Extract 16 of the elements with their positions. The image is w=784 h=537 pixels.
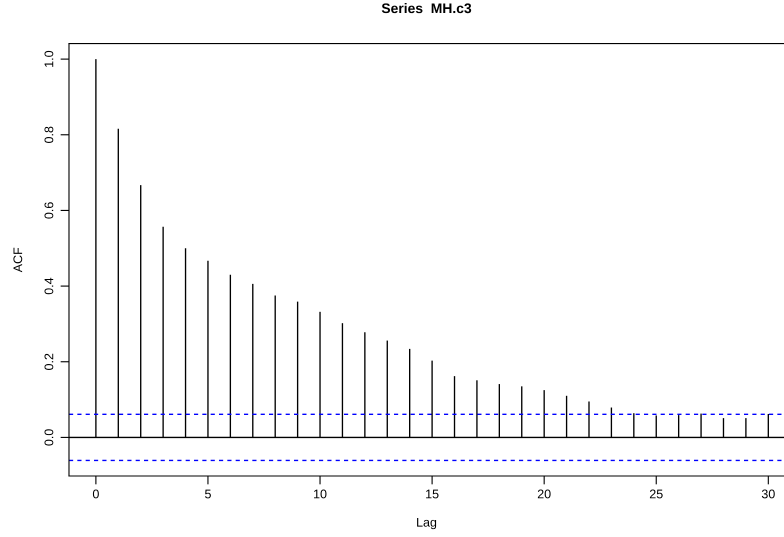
- x-tick-label: 30: [762, 490, 775, 498]
- x-axis-title: Lag: [417, 518, 436, 530]
- y-tick-label: 0.4: [44, 278, 54, 294]
- chart-title: Series MH.c3: [382, 2, 472, 14]
- x-tick-label: 20: [538, 490, 551, 498]
- x-tick-label: 5: [204, 490, 211, 498]
- x-tick-label: 25: [650, 490, 663, 498]
- y-tick-label: 0.8: [44, 126, 54, 143]
- y-tick-label: 0.6: [44, 202, 54, 219]
- y-axis-title: ACF: [13, 248, 22, 272]
- x-tick-label: 15: [426, 490, 439, 498]
- y-tick-label: 0.0: [44, 429, 54, 446]
- y-tick-label: 0.2: [44, 354, 54, 370]
- y-tick-label: 1.0: [44, 50, 54, 67]
- x-tick-label: 0: [92, 490, 99, 498]
- x-tick-label: 10: [314, 490, 326, 498]
